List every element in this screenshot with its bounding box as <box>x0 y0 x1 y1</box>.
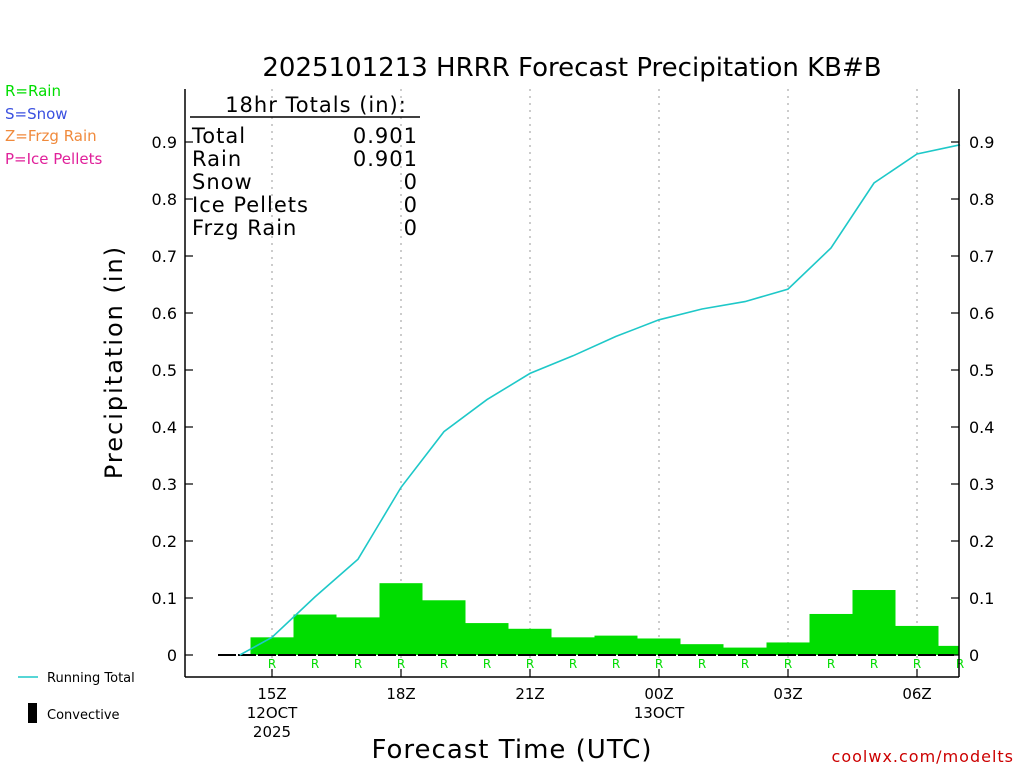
left-y-tick-label: 0.4 <box>152 418 177 437</box>
precip-bar <box>637 638 681 655</box>
x-tick-label: 12OCT <box>247 704 298 722</box>
left-y-tick-label: 0.8 <box>152 190 177 209</box>
ptype-marker: R <box>741 657 749 671</box>
ptype-marker: R <box>311 657 319 671</box>
totals-label-rain: Rain <box>192 147 242 171</box>
left-y-tick-label: 0.7 <box>152 247 177 266</box>
ptype-marker: R <box>526 657 534 671</box>
bottom-legend: Running Total Convective <box>18 671 135 723</box>
precip-bar <box>422 600 466 655</box>
right-y-tick-label: 0.9 <box>969 133 994 152</box>
convective-legend-label: Convective <box>47 708 120 723</box>
right-y-tick-label: 0.5 <box>969 361 994 380</box>
running-total-legend-label: Running Total <box>47 671 135 686</box>
right-y-tick-label: 0.6 <box>969 304 994 323</box>
totals-header: 18hr Totals (in): <box>225 93 407 117</box>
ptype-marker: R <box>612 657 620 671</box>
precip-bar <box>680 644 724 655</box>
right-y-tick-label: 0.1 <box>969 589 994 608</box>
ptype-marker: R <box>569 657 577 671</box>
left-y-tick-label: 0.1 <box>152 589 177 608</box>
right-y-tick-label: 0.7 <box>969 247 994 266</box>
precip-bar <box>938 645 959 655</box>
ptype-marker: R <box>784 657 792 671</box>
right-y-tick-label: 0.2 <box>969 532 994 551</box>
ptype-marker: R <box>870 657 878 671</box>
chart-title: 2025101213 HRRR Forecast Precipitation K… <box>262 53 881 83</box>
ptype-marker: R <box>397 657 405 671</box>
totals-label-snow: Snow <box>192 170 253 194</box>
precip-bar <box>809 613 853 655</box>
x-tick-label: 00Z <box>644 685 673 703</box>
totals-label-frzg-rain: Frzg Rain <box>192 216 297 240</box>
totals-value-frzg-rain: 0 <box>404 216 418 240</box>
precip-bar <box>723 647 767 655</box>
right-y-tick-label: 0.8 <box>969 190 994 209</box>
convective-legend-swatch <box>28 703 37 723</box>
legend-rain: R=Rain <box>5 82 61 100</box>
x-tick-label: 13OCT <box>634 704 685 722</box>
precip-bar <box>766 642 810 655</box>
precip-bar <box>852 590 896 655</box>
grid-lines <box>271 89 918 677</box>
totals-value-rain: 0.901 <box>353 147 418 171</box>
ptype-marker: R <box>440 657 448 671</box>
axes <box>184 89 960 678</box>
ptype-legend: R=Rain S=Snow Z=Frzg Rain P=Ice Pellets <box>5 82 102 168</box>
precip-bar <box>250 637 294 655</box>
legend-ice-pellets: P=Ice Pellets <box>5 150 102 168</box>
totals-value-ice-pellets: 0 <box>404 193 418 217</box>
x-axis-title: Forecast Time (UTC) <box>371 735 652 765</box>
right-y-tick-label: 0.4 <box>969 418 994 437</box>
x-tick-label: 18Z <box>386 685 415 703</box>
legend-snow: S=Snow <box>5 105 68 123</box>
precip-bar <box>551 637 595 655</box>
precip-bar <box>895 625 939 655</box>
totals-value-snow: 0 <box>404 170 418 194</box>
credit-text: coolwx.com/modelts <box>832 747 1014 766</box>
left-y-tick-label: 0 <box>167 646 177 665</box>
x-tick-label: 2025 <box>253 723 291 741</box>
precip-bar <box>508 628 552 655</box>
precip-bar <box>594 635 638 655</box>
totals-value-total: 0.901 <box>353 124 418 148</box>
ptype-marker: R <box>827 657 835 671</box>
x-tick-label: 03Z <box>773 685 802 703</box>
x-tick-label: 21Z <box>515 685 544 703</box>
ptype-marker: R <box>698 657 706 671</box>
totals-label-ice-pellets: Ice Pellets <box>192 193 309 217</box>
precip-bar <box>465 623 509 655</box>
running-total-polyline <box>239 144 961 656</box>
right-y-tick-label: 0 <box>969 646 979 665</box>
running-total-line <box>239 144 961 656</box>
ptype-marker: R <box>913 657 921 671</box>
left-y-tick-label: 0.5 <box>152 361 177 380</box>
right-y-tick-label: 0.3 <box>969 475 994 494</box>
x-tick-label: 15Z <box>257 685 286 703</box>
ptype-marker: R <box>268 657 276 671</box>
precip-bar <box>336 617 380 655</box>
ptype-marker: R <box>956 657 964 671</box>
precip-bar <box>293 614 337 655</box>
ptype-marker: R <box>655 657 663 671</box>
left-y-tick-label: 0.6 <box>152 304 177 323</box>
y-axis-title: Precipitation (in) <box>100 245 128 479</box>
totals-label-total: Total <box>191 124 246 148</box>
ptype-marker: R <box>483 657 491 671</box>
legend-frzg-rain: Z=Frzg Rain <box>5 127 97 145</box>
x-tick-label: 06Z <box>902 685 931 703</box>
ptype-marker: R <box>354 657 362 671</box>
left-y-tick-label: 0.2 <box>152 532 177 551</box>
left-y-tick-label: 0.9 <box>152 133 177 152</box>
precip-bars <box>250 583 959 655</box>
left-y-tick-label: 0.3 <box>152 475 177 494</box>
y-tick-labels: 0 00.1 0.10.2 0.20.3 0.30.4 0.40.5 0.50.6 0.60.… <box>152 133 995 665</box>
precip-bar <box>379 583 423 655</box>
totals-box: 18hr Totals (in): Total 0.901 Rain 0.901… <box>190 93 420 240</box>
